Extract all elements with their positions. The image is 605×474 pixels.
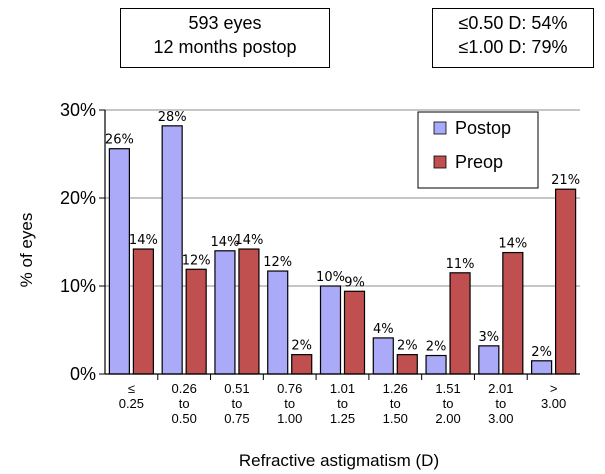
legend-swatch-preop bbox=[433, 155, 447, 169]
info-box-sample: 593 eyes 12 months postop bbox=[120, 8, 330, 68]
info-box-thresholds: ≤0.50 D: 54% ≤1.00 D: 79% bbox=[432, 8, 594, 68]
bar-preop bbox=[132, 248, 154, 375]
x-axis-label: Refractive astigmatism (D) bbox=[239, 451, 439, 470]
bar-postop bbox=[267, 270, 289, 375]
info-followup-text: 12 months postop bbox=[153, 37, 297, 57]
legend: Postop Preop bbox=[417, 111, 539, 189]
info-eyes-text: 593 eyes bbox=[188, 13, 262, 33]
bar-postop bbox=[478, 345, 500, 375]
bar-preop bbox=[555, 188, 577, 375]
x-category-label: 1.26 to 1.50 bbox=[383, 381, 408, 426]
data-label-preop: 12% bbox=[182, 253, 211, 268]
data-label-preop: 14% bbox=[129, 233, 158, 248]
x-category-label: 0.26 to 0.50 bbox=[172, 381, 197, 426]
bar-postop bbox=[425, 354, 447, 375]
data-label-preop: 14% bbox=[234, 233, 263, 248]
y-tick-label: 20% bbox=[60, 188, 96, 208]
bar-preop bbox=[185, 268, 207, 375]
bar-postop bbox=[319, 285, 342, 375]
bar-postop bbox=[108, 148, 130, 375]
x-category-label: 1.51 to 2.00 bbox=[435, 381, 460, 426]
data-label-preop: 21% bbox=[551, 173, 580, 188]
y-tick-label: 0% bbox=[70, 364, 96, 384]
y-tick-label: 10% bbox=[60, 276, 96, 296]
y-tick-label: 30% bbox=[60, 100, 96, 120]
bar-preop bbox=[238, 248, 260, 375]
data-label-preop: 2% bbox=[397, 339, 418, 354]
x-category-label: 2.01 to 3.00 bbox=[488, 381, 513, 426]
bar-postop bbox=[531, 360, 553, 375]
bar-preop bbox=[291, 354, 313, 375]
axes bbox=[104, 110, 580, 380]
bar-preop bbox=[343, 290, 366, 375]
data-label-postop: 10% bbox=[316, 270, 345, 285]
x-category-label: 1.01 to 1.25 bbox=[330, 381, 355, 426]
legend-label-postop: Postop bbox=[455, 118, 511, 138]
y-axis-label: % of eyes bbox=[17, 213, 36, 288]
data-label-preop: 14% bbox=[498, 237, 527, 252]
x-category-label: 0.76 to 1.00 bbox=[277, 381, 302, 426]
data-label-postop: 28% bbox=[158, 110, 187, 125]
data-label-postop: 2% bbox=[531, 345, 552, 360]
x-category-label: >3.00 bbox=[541, 381, 566, 411]
data-label-postop: 4% bbox=[373, 322, 394, 337]
data-labels: 26%14%28%12%14%14%12%2%10% 9%4%2% 2%11%3%1… bbox=[105, 110, 580, 360]
x-category-label: 0.51 to 0.75 bbox=[224, 381, 249, 426]
gridlines bbox=[105, 109, 580, 287]
bar-preop bbox=[449, 272, 471, 375]
legend-swatch-postop bbox=[433, 121, 447, 135]
data-label-preop: 11% bbox=[446, 257, 475, 272]
x-category-label: ≤0.25 bbox=[119, 381, 144, 411]
data-label-preop: 2% bbox=[291, 339, 312, 354]
info-threshold-050-text: ≤0.50 D: 54% bbox=[458, 13, 568, 33]
data-label-postop: 2% bbox=[426, 340, 447, 355]
bar-postop bbox=[372, 337, 394, 375]
info-threshold-100-text: ≤1.00 D: 79% bbox=[458, 37, 568, 57]
bar-preop bbox=[502, 251, 524, 375]
data-label-postop: 26% bbox=[105, 133, 134, 148]
x-category-labels: ≤0.25 0.26 to 0.50 0.51 to 0.75 0.76 to 1.00 1.01 t… bbox=[119, 381, 567, 426]
data-label-postop: 3% bbox=[479, 330, 500, 345]
bar-preop bbox=[396, 354, 418, 375]
bars bbox=[108, 125, 577, 375]
data-label-postop: 12% bbox=[263, 255, 292, 270]
data-label-postop: 14% bbox=[210, 235, 239, 250]
bar-postop bbox=[214, 250, 236, 375]
bar-postop bbox=[161, 125, 183, 375]
y-tick-labels: 0% 10% 20% 30% bbox=[60, 100, 105, 384]
data-label-preop: 9% bbox=[344, 275, 365, 290]
legend-label-preop: Preop bbox=[455, 152, 503, 172]
